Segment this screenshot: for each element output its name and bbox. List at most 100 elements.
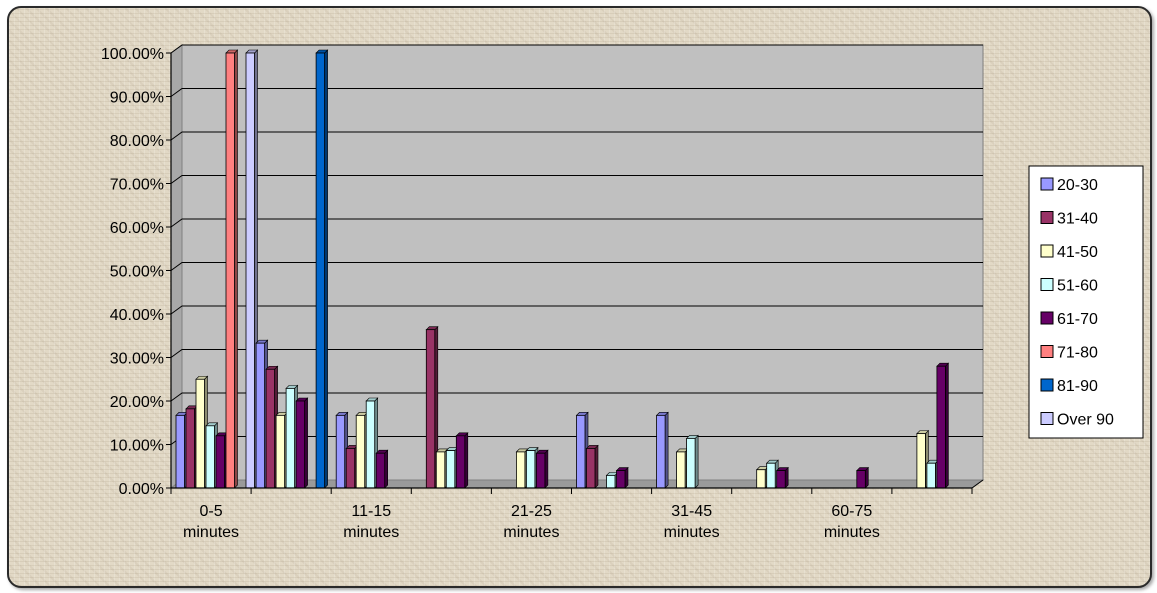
bar-front bbox=[425, 329, 436, 489]
x-tick-label: 0-5 minutes bbox=[183, 503, 239, 541]
bar-front bbox=[686, 438, 696, 489]
bar-front bbox=[175, 414, 185, 489]
legend-box bbox=[1028, 165, 1144, 439]
bar-front bbox=[265, 368, 276, 489]
bar-front bbox=[245, 52, 255, 489]
y-tick-label: 60.00% bbox=[110, 220, 164, 237]
bar-front bbox=[435, 451, 446, 489]
bar-front bbox=[285, 387, 296, 489]
y-tick-label: 80.00% bbox=[110, 133, 164, 150]
y-tick-label: 10.00% bbox=[110, 438, 164, 455]
legend-item: 20-30 bbox=[1040, 177, 1098, 194]
y-tick-label: 70.00% bbox=[110, 177, 164, 194]
bar-front bbox=[205, 425, 215, 489]
bar-front bbox=[255, 342, 266, 489]
bar bbox=[315, 49, 329, 489]
bar-front bbox=[616, 470, 626, 489]
gridline bbox=[170, 218, 983, 228]
bar bbox=[585, 444, 599, 489]
bar-side bbox=[464, 432, 469, 489]
y-tick-label: 20.00% bbox=[110, 394, 164, 411]
x-tick-label: 11-15 minutes bbox=[343, 503, 399, 541]
bar bbox=[535, 449, 549, 489]
bar-side bbox=[384, 449, 389, 489]
bar-side bbox=[304, 397, 308, 489]
bar bbox=[856, 466, 870, 489]
x-tick-label: 31-45 minutes bbox=[664, 503, 720, 541]
gridline bbox=[170, 349, 983, 358]
gridline bbox=[170, 88, 983, 97]
legend-label: Over 90 bbox=[1057, 412, 1114, 429]
bar-front bbox=[455, 435, 466, 489]
x-tick-label: 60-75 minutes bbox=[824, 503, 880, 541]
bar-side bbox=[594, 444, 599, 489]
bar-front bbox=[576, 414, 586, 489]
y-tick-label: 40.00% bbox=[110, 307, 164, 324]
bar-front bbox=[275, 414, 286, 489]
bar-front bbox=[916, 433, 926, 489]
legend-swatch bbox=[1040, 244, 1054, 258]
gridline bbox=[170, 305, 983, 315]
bar-front bbox=[536, 452, 546, 489]
legend-swatch bbox=[1040, 345, 1054, 358]
y-tick-label: 100.00% bbox=[101, 46, 164, 63]
legend-swatch bbox=[1040, 278, 1054, 291]
bar-side bbox=[784, 466, 789, 489]
legend-item: 41-50 bbox=[1040, 244, 1098, 261]
bar-front bbox=[375, 452, 386, 489]
bar-front bbox=[656, 414, 666, 489]
bar-front bbox=[365, 400, 376, 489]
legend-item: 81-90 bbox=[1040, 378, 1098, 395]
bar bbox=[455, 432, 469, 489]
bar-side bbox=[945, 362, 949, 489]
bar bbox=[375, 449, 389, 489]
legend-swatch bbox=[1040, 177, 1054, 191]
x-axis-edge bbox=[971, 479, 984, 489]
y-tick-label: 0.00% bbox=[119, 481, 164, 498]
legend-swatch bbox=[1040, 311, 1054, 325]
bar-front bbox=[295, 400, 306, 489]
bar-front bbox=[335, 414, 346, 489]
bar bbox=[685, 434, 699, 489]
y-tick-label: 30.00% bbox=[110, 351, 164, 368]
gridline bbox=[170, 262, 983, 271]
bar-front bbox=[766, 462, 776, 489]
legend-label: 61-70 bbox=[1057, 311, 1098, 328]
bar bbox=[615, 466, 629, 489]
bar-front bbox=[606, 474, 616, 489]
bar-side bbox=[234, 49, 238, 489]
bar-front bbox=[215, 435, 225, 489]
bar-front bbox=[445, 450, 456, 489]
y-tick-label: 90.00% bbox=[110, 90, 164, 107]
legend-label: 81-90 bbox=[1057, 378, 1098, 395]
legend-label: 41-50 bbox=[1057, 244, 1098, 261]
bar-front bbox=[586, 448, 596, 489]
bar-front bbox=[315, 52, 326, 489]
legend-swatch bbox=[1040, 378, 1054, 392]
bar-front bbox=[526, 450, 536, 489]
bar-side bbox=[864, 466, 869, 489]
bar-front bbox=[776, 470, 786, 489]
bar-front bbox=[856, 470, 866, 489]
legend-swatch bbox=[1040, 412, 1054, 425]
legend-label: 71-80 bbox=[1057, 345, 1098, 362]
bar-front bbox=[185, 408, 195, 489]
bar bbox=[225, 49, 239, 489]
bar-front bbox=[355, 414, 366, 489]
bar bbox=[775, 466, 789, 489]
bar-front bbox=[926, 462, 936, 489]
legend-item: 61-70 bbox=[1040, 311, 1098, 328]
gridline bbox=[170, 131, 983, 141]
legend-item: 51-60 bbox=[1040, 278, 1098, 295]
bar-side bbox=[624, 466, 629, 489]
bar-front bbox=[936, 365, 946, 489]
gridline bbox=[170, 44, 983, 54]
legend-label: 51-60 bbox=[1057, 278, 1098, 295]
bar-front bbox=[516, 451, 526, 489]
bar-front bbox=[225, 52, 235, 489]
gridline bbox=[170, 392, 983, 402]
bar-front bbox=[345, 448, 356, 489]
legend-item: 71-80 bbox=[1040, 345, 1098, 362]
bar-side bbox=[664, 411, 669, 489]
